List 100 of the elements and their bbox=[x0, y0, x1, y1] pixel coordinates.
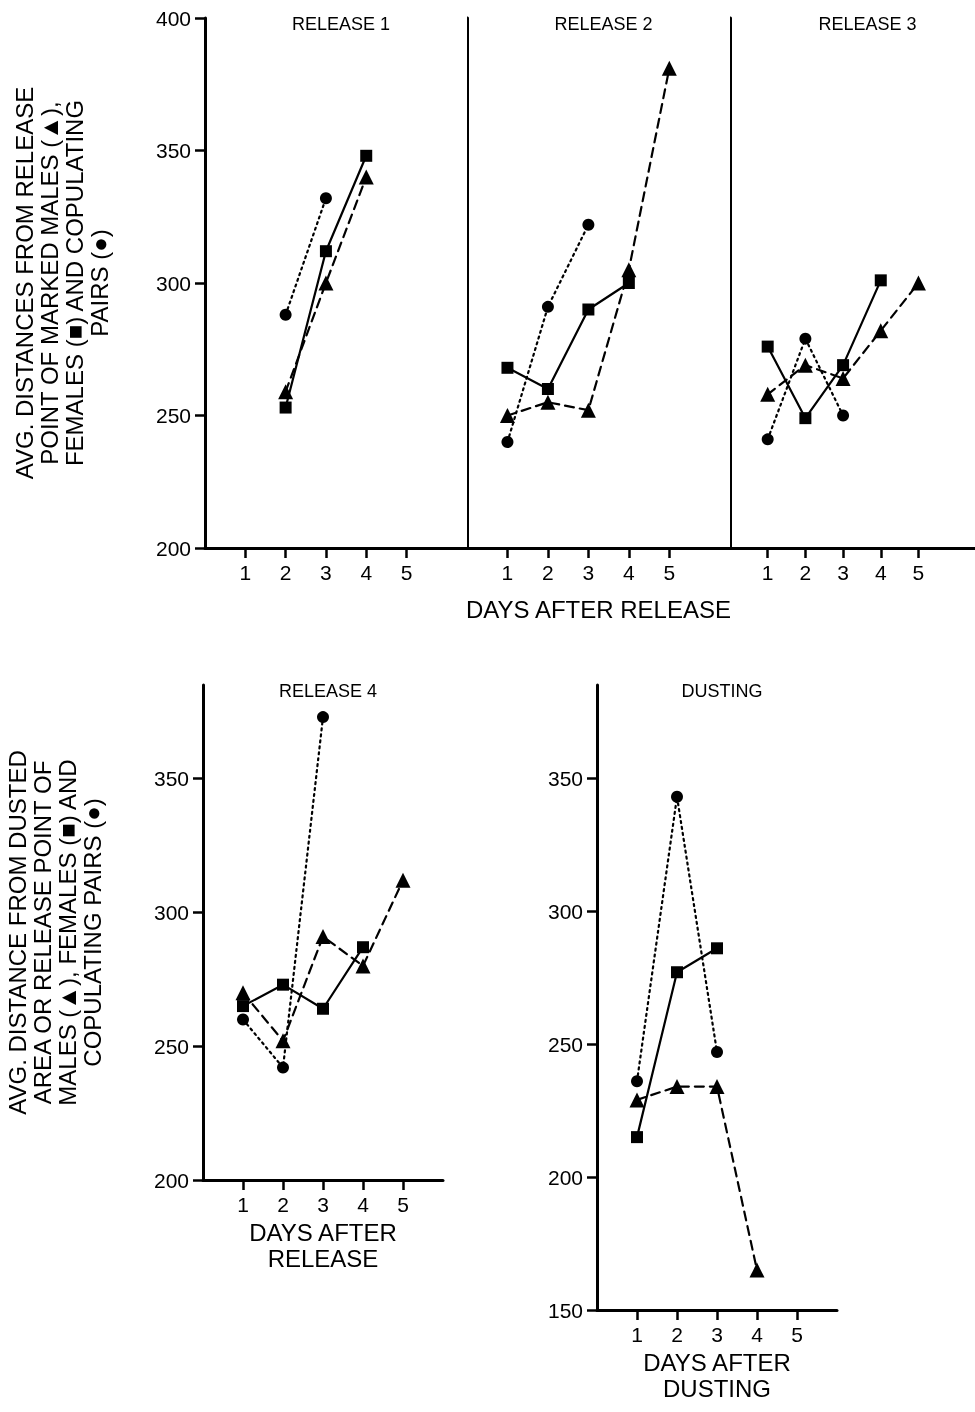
point bbox=[671, 966, 683, 979]
y-tick-label: 350 bbox=[155, 139, 191, 162]
x-tick-label: 1 bbox=[239, 561, 252, 584]
point bbox=[749, 1262, 765, 1278]
point bbox=[277, 1061, 289, 1074]
point bbox=[873, 323, 889, 339]
point bbox=[499, 408, 515, 423]
y-axis-title: AVG. DISTANCES FROM RELEASE POINT OF MARKED MALES (▲), FEMALES (■) AND COPULATING PAIRS (●) bbox=[11, 86, 113, 480]
y-axis-title: AVG. DISTANCE FROM DUSTED AREA OR RELEASE POINT OF MALES (▲), FEMALES (■) AND COPULATING PAIRS (●) bbox=[4, 750, 106, 1115]
chart-title: RELEASE 3 bbox=[818, 14, 917, 34]
point bbox=[317, 711, 329, 724]
point bbox=[315, 929, 331, 945]
x-tick-label: 4 bbox=[360, 561, 373, 584]
chart-title: DUSTING bbox=[681, 681, 763, 701]
point bbox=[237, 1013, 249, 1026]
point bbox=[541, 383, 554, 395]
x-tick-label: 5 bbox=[397, 1193, 409, 1216]
x-tick-label: 1 bbox=[631, 1323, 643, 1346]
point bbox=[797, 357, 813, 373]
x-tick-label: 2 bbox=[542, 561, 554, 584]
point bbox=[317, 1002, 329, 1015]
point bbox=[235, 985, 251, 1001]
point bbox=[582, 303, 595, 316]
point bbox=[711, 1046, 723, 1059]
point bbox=[358, 169, 374, 185]
point bbox=[799, 412, 812, 425]
x-tick-label: 3 bbox=[711, 1323, 723, 1346]
y-tick-label: 200 bbox=[155, 536, 191, 560]
y-tick-label: 300 bbox=[155, 271, 191, 295]
x-tick-label: 5 bbox=[791, 1323, 803, 1346]
point bbox=[357, 941, 369, 954]
point bbox=[629, 1092, 645, 1108]
y-tick-label: 250 bbox=[153, 1034, 189, 1058]
point bbox=[319, 245, 332, 258]
point bbox=[540, 394, 556, 410]
x-tick-label: 4 bbox=[751, 1323, 764, 1346]
x-tick-label: 1 bbox=[761, 561, 774, 584]
point bbox=[631, 1131, 643, 1144]
x-axis-title: DAYS AFTER DUSTING bbox=[643, 1349, 791, 1403]
x-tick-label: 4 bbox=[623, 561, 635, 584]
x-tick-label: 3 bbox=[582, 561, 595, 584]
y-tick-label: 350 bbox=[153, 767, 189, 791]
chart-title: RELEASE 2 bbox=[554, 14, 653, 34]
y-tick-label: 200 bbox=[547, 1165, 583, 1189]
x-tick-label: 4 bbox=[357, 1193, 370, 1216]
point bbox=[711, 942, 723, 955]
chart-title: RELEASE 4 bbox=[278, 681, 378, 701]
point bbox=[501, 436, 514, 448]
point bbox=[837, 359, 850, 372]
x-tick-label: 1 bbox=[501, 561, 514, 584]
x-tick-label: 3 bbox=[320, 561, 332, 584]
y-tick-label: 250 bbox=[155, 404, 191, 427]
y-tick-label: 250 bbox=[547, 1032, 583, 1056]
point bbox=[360, 149, 373, 162]
x-tick-label: 5 bbox=[912, 561, 925, 584]
point bbox=[761, 433, 774, 446]
point bbox=[837, 409, 850, 422]
x-tick-label: 5 bbox=[663, 561, 676, 584]
x-tick-label: 4 bbox=[874, 561, 887, 584]
point bbox=[835, 370, 851, 386]
point bbox=[501, 361, 514, 374]
point bbox=[275, 1033, 291, 1049]
x-tick-label: 3 bbox=[317, 1193, 329, 1216]
y-tick-label: 300 bbox=[153, 900, 189, 924]
point bbox=[669, 1079, 685, 1095]
point bbox=[622, 277, 635, 289]
point bbox=[355, 958, 371, 974]
point bbox=[319, 192, 332, 205]
point bbox=[631, 1075, 643, 1088]
point bbox=[237, 1000, 249, 1013]
point bbox=[279, 308, 292, 321]
point bbox=[621, 262, 637, 278]
x-tick-label: 2 bbox=[279, 561, 292, 584]
point bbox=[318, 275, 334, 291]
point bbox=[278, 384, 294, 400]
point bbox=[582, 218, 595, 231]
y-tick-label: 200 bbox=[153, 1168, 189, 1192]
x-tick-label: 5 bbox=[400, 561, 413, 584]
point bbox=[761, 340, 774, 353]
point bbox=[709, 1079, 725, 1095]
x-axis-title: DAYS AFTER RELEASE bbox=[466, 595, 731, 623]
point bbox=[279, 401, 292, 414]
x-tick-label: 2 bbox=[799, 561, 812, 584]
point bbox=[541, 300, 554, 313]
point bbox=[799, 332, 812, 345]
x-tick-label: 3 bbox=[837, 561, 849, 584]
point bbox=[395, 872, 411, 888]
point bbox=[760, 386, 776, 402]
point bbox=[874, 274, 887, 287]
x-axis-title: DAYS AFTER RELEASE bbox=[249, 1219, 397, 1273]
point bbox=[661, 60, 677, 76]
y-tick-label: 350 bbox=[547, 766, 583, 790]
y-tick-label: 300 bbox=[547, 899, 583, 923]
y-tick-label: 400 bbox=[155, 6, 191, 30]
y-tick-label: 150 bbox=[547, 1298, 583, 1322]
point bbox=[277, 978, 289, 991]
x-tick-label: 2 bbox=[277, 1193, 289, 1216]
point bbox=[910, 275, 926, 291]
point bbox=[580, 402, 596, 418]
point bbox=[671, 790, 683, 803]
